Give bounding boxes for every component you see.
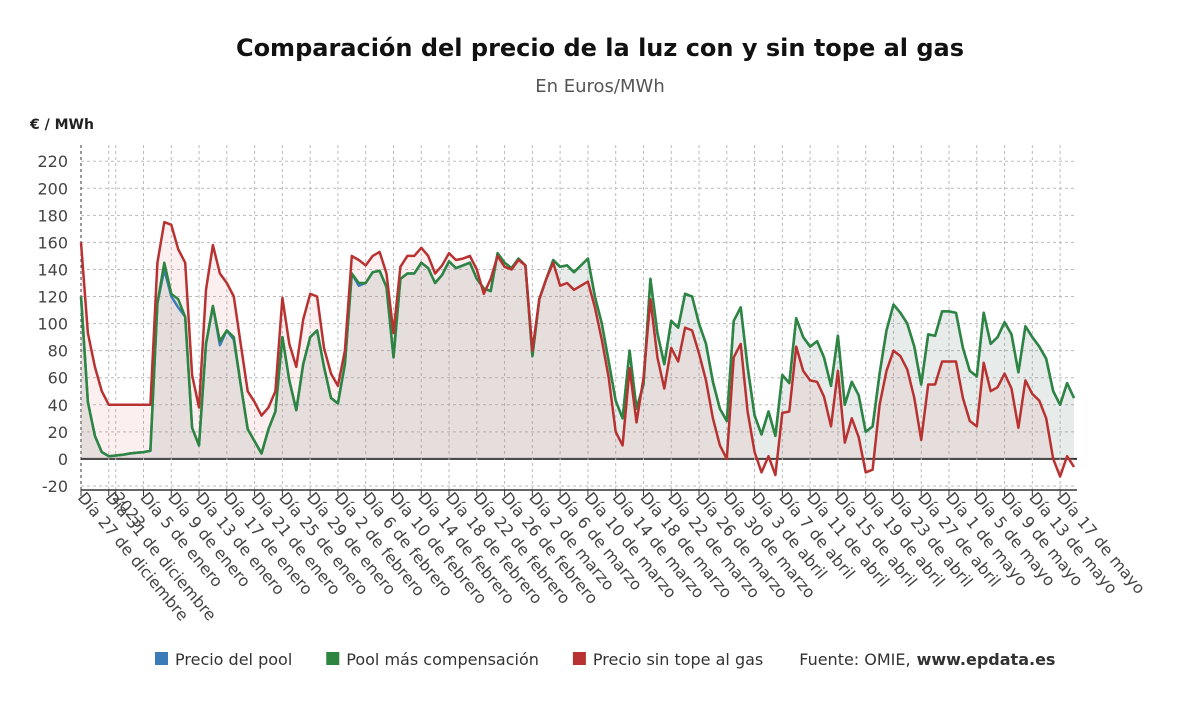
grid (80, 145, 1077, 496)
y-tick-label: 160 (37, 233, 68, 252)
y-tick-label: 60 (48, 369, 68, 388)
y-tick-label: 100 (37, 315, 68, 334)
legend-swatch (572, 652, 586, 665)
chart-subtitle: En Euros/MWh (535, 76, 664, 97)
y-tick-label: 120 (37, 288, 68, 307)
source-site: www.epdata.es (917, 650, 1056, 669)
y-tick-label: 140 (37, 260, 68, 279)
y-tick-label: -20 (42, 477, 68, 496)
lines (79, 220, 1076, 478)
source-label: Fuente: OMIE, (799, 650, 910, 669)
y-tick-label: 0 (58, 450, 68, 469)
legend-swatch (155, 652, 168, 665)
chart-title: Comparación del precio de la luz con y s… (236, 34, 964, 62)
legend-label: Precio del pool (175, 650, 292, 669)
series-line (79, 251, 1076, 458)
legend-label: Pool más compensación (346, 650, 539, 669)
y-tick-label: 180 (37, 206, 68, 225)
y-tick-label: 40 (48, 396, 68, 415)
legend: Precio del pool Pool más compensación Prec… (155, 650, 1055, 669)
series-area (81, 222, 1074, 477)
legend-swatch (326, 652, 340, 665)
y-axis-label: € / MWh (29, 117, 94, 133)
y-tick-label: 220 (37, 152, 68, 171)
y-tick-label: 20 (48, 423, 68, 442)
series-line (79, 220, 1076, 478)
y-tick-label: 200 (37, 179, 68, 198)
legend-label: Precio sin tope al gas (593, 650, 763, 669)
y-tick-label: 80 (48, 342, 68, 361)
